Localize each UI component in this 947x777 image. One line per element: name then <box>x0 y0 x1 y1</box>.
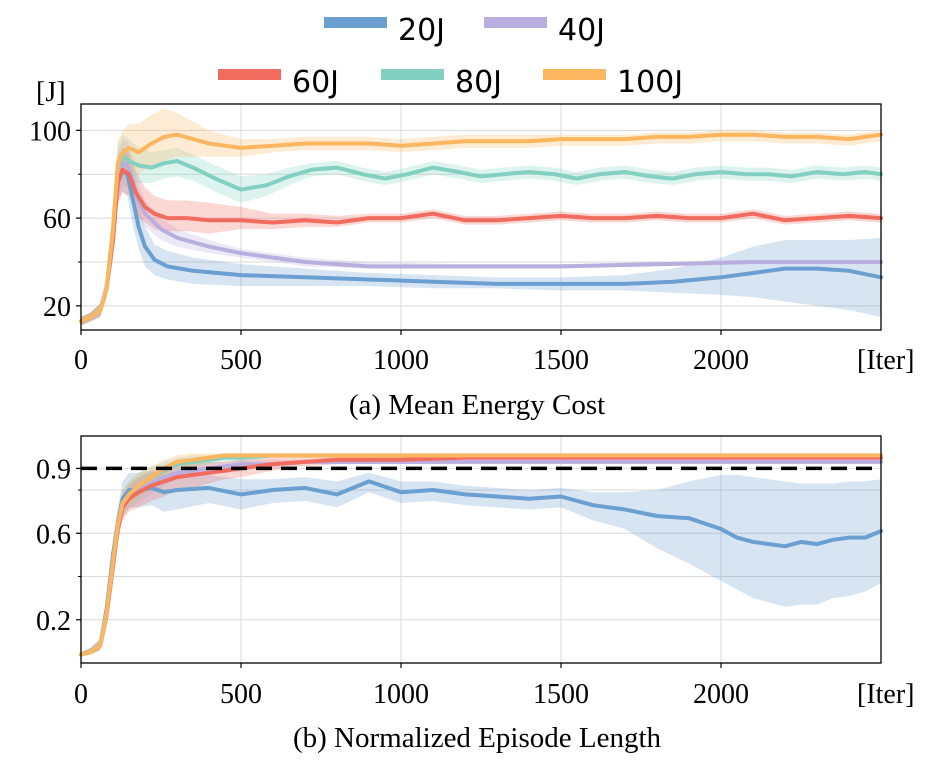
panel-a-ylabel: [J] <box>36 77 66 108</box>
series-line-20j <box>79 479 883 657</box>
x-tick-label: 500 <box>220 345 262 376</box>
y-tick-label: 20 <box>43 292 71 323</box>
panel-a-yticks: 20 60 100 <box>29 116 81 323</box>
panel-a-lines <box>79 132 883 324</box>
band-60j <box>81 455 881 657</box>
band-20j <box>81 470 881 657</box>
legend-swatch-40j <box>484 17 547 28</box>
legend-label-60j: 60J <box>292 65 339 100</box>
legend-swatch-20j <box>324 17 387 28</box>
x-tick-label: 1500 <box>533 345 589 376</box>
x-tick-label: 500 <box>220 679 262 710</box>
x-tick-label: 1000 <box>373 679 429 710</box>
band-80j <box>81 134 881 326</box>
legend-item-80j[interactable]: 80J <box>381 65 502 100</box>
legend-label-20j: 20J <box>398 13 445 48</box>
legend-item-40j[interactable]: 40J <box>484 13 605 48</box>
panel-b-bands <box>81 453 881 657</box>
panel-a: 20 60 100 0 500 1000 1500 2000 [J] [Iter] (a) … <box>29 77 915 421</box>
y-tick-label: 100 <box>29 116 71 147</box>
series-line-100j <box>79 453 883 657</box>
band-100j <box>81 108 881 326</box>
y-tick-label: 0.6 <box>36 519 71 550</box>
panel-b-xticks: 0 500 1000 1500 2000 <box>74 663 749 710</box>
panel-b-frame <box>80 435 882 664</box>
legend-item-60j[interactable]: 60J <box>218 65 339 100</box>
y-tick-label: 0.9 <box>36 454 71 485</box>
legend-swatch-100j <box>543 69 606 80</box>
series-line-100j <box>79 132 883 324</box>
x-tick-label: 2000 <box>693 345 749 376</box>
series-line-60j <box>79 167 883 324</box>
legend-label-80j: 80J <box>455 65 502 100</box>
series-line-80j <box>79 154 883 324</box>
panel-b-xlabel: [Iter] <box>857 679 915 710</box>
panel-b-caption: (b) Normalized Episode Length <box>293 722 662 754</box>
panel-b: 0.2 0.6 0.9 0 500 1000 1500 2000 [Iter] (b) No… <box>36 435 915 754</box>
panel-b-yticks: 0.2 0.6 0.9 <box>36 454 81 637</box>
y-tick-label: 60 <box>43 204 71 235</box>
legend-swatch-80j <box>381 69 444 80</box>
x-tick-label: 0 <box>74 345 88 376</box>
panel-a-xticks: 0 500 1000 1500 2000 <box>74 330 749 376</box>
x-tick-label: 0 <box>74 679 88 710</box>
panel-a-caption: (a) Mean Energy Cost <box>349 389 605 421</box>
legend-label-100j: 100J <box>617 65 683 100</box>
legend: 20J 40J 60J 80J 100J <box>218 13 683 100</box>
y-tick-label: 0.2 <box>36 606 71 637</box>
legend-swatch-60j <box>218 69 281 80</box>
x-tick-label: 2000 <box>693 679 749 710</box>
x-tick-label: 1000 <box>373 345 429 376</box>
legend-label-40j: 40J <box>558 13 605 48</box>
x-tick-label: 1500 <box>533 679 589 710</box>
legend-item-100j[interactable]: 100J <box>543 65 683 100</box>
panel-a-xlabel: [Iter] <box>857 345 915 376</box>
legend-item-20j[interactable]: 20J <box>324 13 445 48</box>
panel-a-frame <box>80 103 882 331</box>
